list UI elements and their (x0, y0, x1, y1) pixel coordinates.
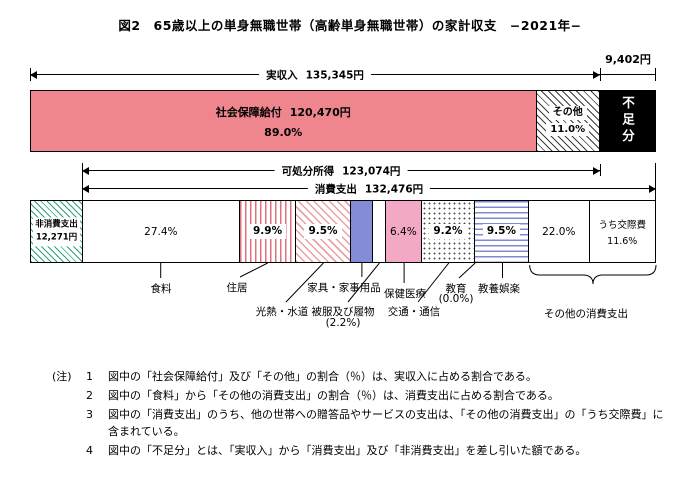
expenditure-bar: 27.4% 9.9% 9.5% 6.4% 9.2% 9.5% 22.0% うち交… (82, 200, 656, 263)
shortfall-box: 不足分 (599, 90, 656, 152)
segment-non-consumption: 非消費支出 12,271円 (30, 200, 82, 263)
label-housing: 住居 (226, 282, 248, 294)
segment-transport: 9.2% (422, 201, 475, 262)
shortfall-bracket-line (600, 74, 656, 75)
consumption-total-arrow: 消費支出 132,476円 (82, 181, 656, 197)
label-education: 教育 (445, 283, 467, 295)
income-bar: 社会保障給付 120,470円 89.0% その他 11.0% (30, 90, 600, 152)
label-other-expenditure: その他の消費支出 (544, 308, 628, 320)
segment-food: 27.4% (83, 201, 240, 262)
label-clothing-pct: (2.2%) (325, 317, 361, 329)
label-transport: 交通・通信 (387, 306, 441, 318)
social-security-label: 社会保障給付 120,470円 (215, 105, 351, 119)
consumption-total-label: 消費支出 132,476円 (307, 181, 431, 197)
note-heading: (注) (52, 370, 72, 383)
other-expenditure-pct: 22.0% (542, 225, 576, 238)
notes: (注) 1 図中の「社会保障給付」及び「その他」の割合（％）は、実収入に占める割… (52, 368, 664, 461)
food-pct: 27.4% (144, 225, 178, 238)
other-expenditure-brace (529, 264, 657, 285)
label-utilities: 光熱・水道 (255, 306, 309, 318)
income-other-label: その他 (548, 106, 587, 120)
segment-furniture (350, 201, 373, 262)
label-furniture: 家具・家事用品 (307, 282, 381, 294)
label-education-pct: (0.0%) (438, 293, 474, 305)
actual-income-label: 実収入 135,345円 (259, 67, 371, 83)
segment-clothing (372, 201, 386, 262)
segment-medical: 6.4% (385, 201, 423, 262)
label-clothing: 被服及び履物 (311, 306, 375, 318)
leader-lines (160, 263, 657, 303)
social-expenses-label: うち交際費 (598, 219, 647, 231)
utilities-pct: 9.5% (304, 224, 342, 239)
shortfall-amount-label: 9,402円 (605, 53, 651, 66)
disposable-income-arrow: 可処分所得 123,074円 (82, 163, 600, 179)
transport-pct: 9.2% (429, 224, 467, 239)
label-medical: 保健医療 (384, 288, 426, 300)
actual-income-amount: 135,345円 (305, 69, 364, 82)
label-food: 食料 (150, 283, 172, 295)
note-row-2: 2 図中の「食料」から「その他の消費支出」の割合（％）は、消費支出に占める割合で… (86, 389, 559, 403)
recreation-pct: 9.5% (482, 224, 520, 239)
note-row-3: 3 図中の「消費支出」のうち、他の世帯への贈答品やサービスの支出は、「その他の消… (86, 408, 664, 439)
figure-title: 図2 65歳以上の単身無職世帯（高齢単身無職世帯）の家計収支 −2021年− (118, 18, 582, 33)
lower-arrows-tick-left (82, 163, 83, 200)
medical-pct: 6.4% (390, 225, 417, 238)
label-recreation: 教養娯楽 (478, 283, 520, 295)
social-expenses-pct: 11.6% (607, 235, 638, 247)
social-security-pct: 89.0% (264, 125, 303, 139)
segment-utilities: 9.5% (296, 201, 351, 262)
consumption-arrow-tick-right (655, 163, 656, 200)
shortfall-bracket-tick-left (600, 68, 601, 81)
actual-income-arrow: 実収入 135,345円 (30, 67, 600, 83)
disposable-arrow-tick-right (600, 164, 601, 176)
segment-housing: 9.9% (239, 201, 297, 262)
note-row-1: (注) 1 図中の「社会保障給付」及び「その他」の割合（％）は、実収入に占める割… (52, 368, 664, 385)
shortfall-label: 不足分 (620, 96, 635, 146)
shortfall-bracket-tick-right (655, 68, 656, 81)
segment-other-expenditure: 22.0% うち交際費 11.6% (529, 201, 655, 262)
disposable-income-label: 可処分所得 123,074円 (274, 163, 408, 179)
housing-pct: 9.9% (248, 224, 287, 239)
note-row-4: 4 図中の「不足分」とは、「実収入」から「消費支出」及び「非消費支出」を差し引い… (86, 444, 587, 458)
sub-segment-social-expenses: うち交際費 11.6% (588, 201, 655, 262)
non-consumption-label: 非消費支出 12,271円 (33, 216, 80, 247)
segment-recreation: 9.5% (474, 201, 530, 262)
segment-social-security: 社会保障給付 120,470円 89.0% (31, 91, 537, 151)
segment-income-other: その他 11.0% (536, 91, 599, 151)
actual-income-name: 実収入 (266, 69, 298, 82)
income-other-pct: 11.0% (546, 122, 590, 136)
